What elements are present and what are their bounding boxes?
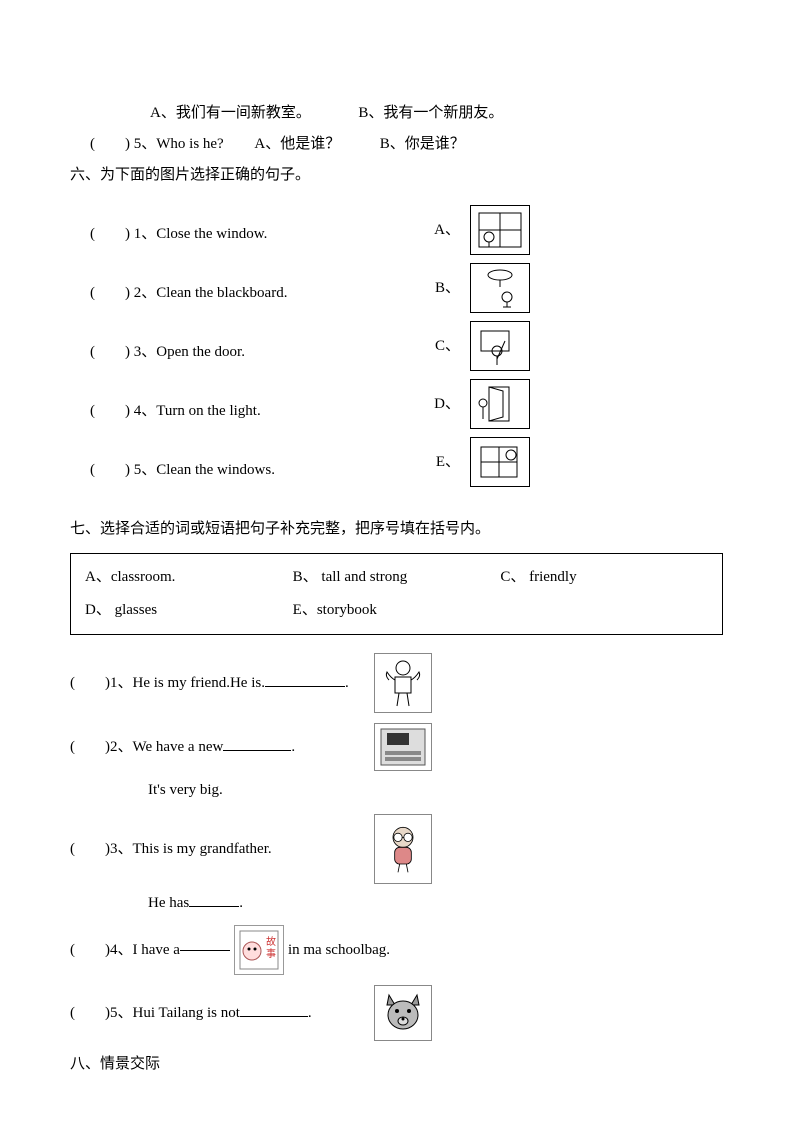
word-c: C、 friendly xyxy=(500,564,708,591)
q7-4-text-a: ( )4、I have a xyxy=(70,937,180,964)
turn-on-light-icon xyxy=(470,263,530,313)
close-window-icon xyxy=(470,205,530,255)
strong-man-icon xyxy=(374,653,432,713)
q6-opt-e-label: E、 xyxy=(390,449,470,476)
section-7-title: 七、选择合适的词或短语把句子补充完整，把序号填在括号内。 xyxy=(70,516,723,543)
blank[interactable] xyxy=(240,1016,308,1017)
q5-prefix: ( ) 5、Who is he? xyxy=(90,136,224,152)
q6-opt-b-label: B、 xyxy=(390,275,470,302)
q7-4-text-b: in ma schoolbag. xyxy=(288,937,390,964)
question-5-line: ( ) 5、Who is he? A、他是谁？ B、你是谁？ xyxy=(70,131,723,158)
word-e: E、storybook xyxy=(293,597,501,624)
word-b: B、 tall and strong xyxy=(293,564,501,591)
storybook-icon: 故事 xyxy=(234,925,284,975)
section-6-body: ( ) 1、Close the window. ( ) 2、Clean the … xyxy=(70,221,723,484)
q6-opt-c-label: C、 xyxy=(390,333,470,360)
q7-2-text-a: ( )2、We have a new xyxy=(70,739,223,755)
word-a: A、classroom. xyxy=(85,564,293,591)
q7-2-sub: It's very big. xyxy=(70,777,723,804)
q5-opt-b: B、你是谁？ xyxy=(380,136,465,152)
q7-2-text-b: . xyxy=(291,739,295,755)
q5-opt-a: A、他是谁？ xyxy=(254,136,340,152)
q7-1-text-b: . xyxy=(345,675,349,691)
prev-opt-b: B、我有一个新朋友。 xyxy=(358,105,503,121)
q6-item-2: ( ) 2、Clean the blackboard. xyxy=(90,280,390,307)
blank[interactable] xyxy=(180,950,230,951)
q7-3-text-a: ( )3、This is my grandfather. xyxy=(70,841,272,857)
section-6-title: 六、为下面的图片选择正确的句子。 xyxy=(70,162,723,189)
q6-opt-d-label: D、 xyxy=(390,391,470,418)
classroom-icon xyxy=(374,723,432,771)
clean-windows-icon xyxy=(470,437,530,487)
q6-opt-c: C、 xyxy=(390,321,530,371)
word-d: D、 glasses xyxy=(85,597,293,624)
grandfather-glasses-icon xyxy=(374,814,432,884)
q7-5-text-b: . xyxy=(308,1005,312,1021)
q6-item-3: ( ) 3、Open the door. xyxy=(90,339,390,366)
q7-3-sub-b: . xyxy=(239,895,243,911)
q7-5-text-a: ( )5、Hui Tailang is not xyxy=(70,1005,240,1021)
q7-item-2: ( )2、We have a new. xyxy=(70,723,723,771)
blank[interactable] xyxy=(189,906,239,907)
q7-3-sub-a: He has xyxy=(148,895,189,911)
word-bank-box: A、classroom. B、 tall and strong C、 frien… xyxy=(70,553,723,635)
svg-text:事: 事 xyxy=(266,947,276,960)
svg-text:故: 故 xyxy=(266,935,276,948)
q6-opt-d: D、 xyxy=(390,379,530,429)
section-8-title: 八、情景交际 xyxy=(70,1051,723,1078)
blank[interactable] xyxy=(223,750,291,751)
q6-item-1: ( ) 1、Close the window. xyxy=(90,221,390,248)
q7-item-3: ( )3、This is my grandfather. xyxy=(70,814,723,884)
prev-question-options: A、我们有一间新教室。 B、我有一个新朋友。 xyxy=(70,100,723,127)
q6-item-4: ( ) 4、Turn on the light. xyxy=(90,398,390,425)
blank[interactable] xyxy=(265,686,345,687)
wolf-icon xyxy=(374,985,432,1041)
q7-item-4: ( )4、I have a 故事 in ma schoolbag. xyxy=(70,925,723,975)
q6-opt-a: A、 xyxy=(390,205,530,255)
q7-3-sub: He has. xyxy=(70,890,723,917)
q6-item-5: ( ) 5、Clean the windows. xyxy=(90,457,390,484)
q6-opt-e: E、 xyxy=(390,437,530,487)
q7-item-1: ( )1、He is my friend.He is.. xyxy=(70,653,723,713)
prev-opt-a: A、我们有一间新教室。 xyxy=(150,105,311,121)
open-door-icon xyxy=(470,379,530,429)
q7-1-text-a: ( )1、He is my friend.He is. xyxy=(70,675,265,691)
clean-blackboard-icon xyxy=(470,321,530,371)
q6-opt-a-label: A、 xyxy=(390,217,470,244)
q6-opt-b: B、 xyxy=(390,263,530,313)
q7-item-5: ( )5、Hui Tailang is not. xyxy=(70,985,723,1041)
